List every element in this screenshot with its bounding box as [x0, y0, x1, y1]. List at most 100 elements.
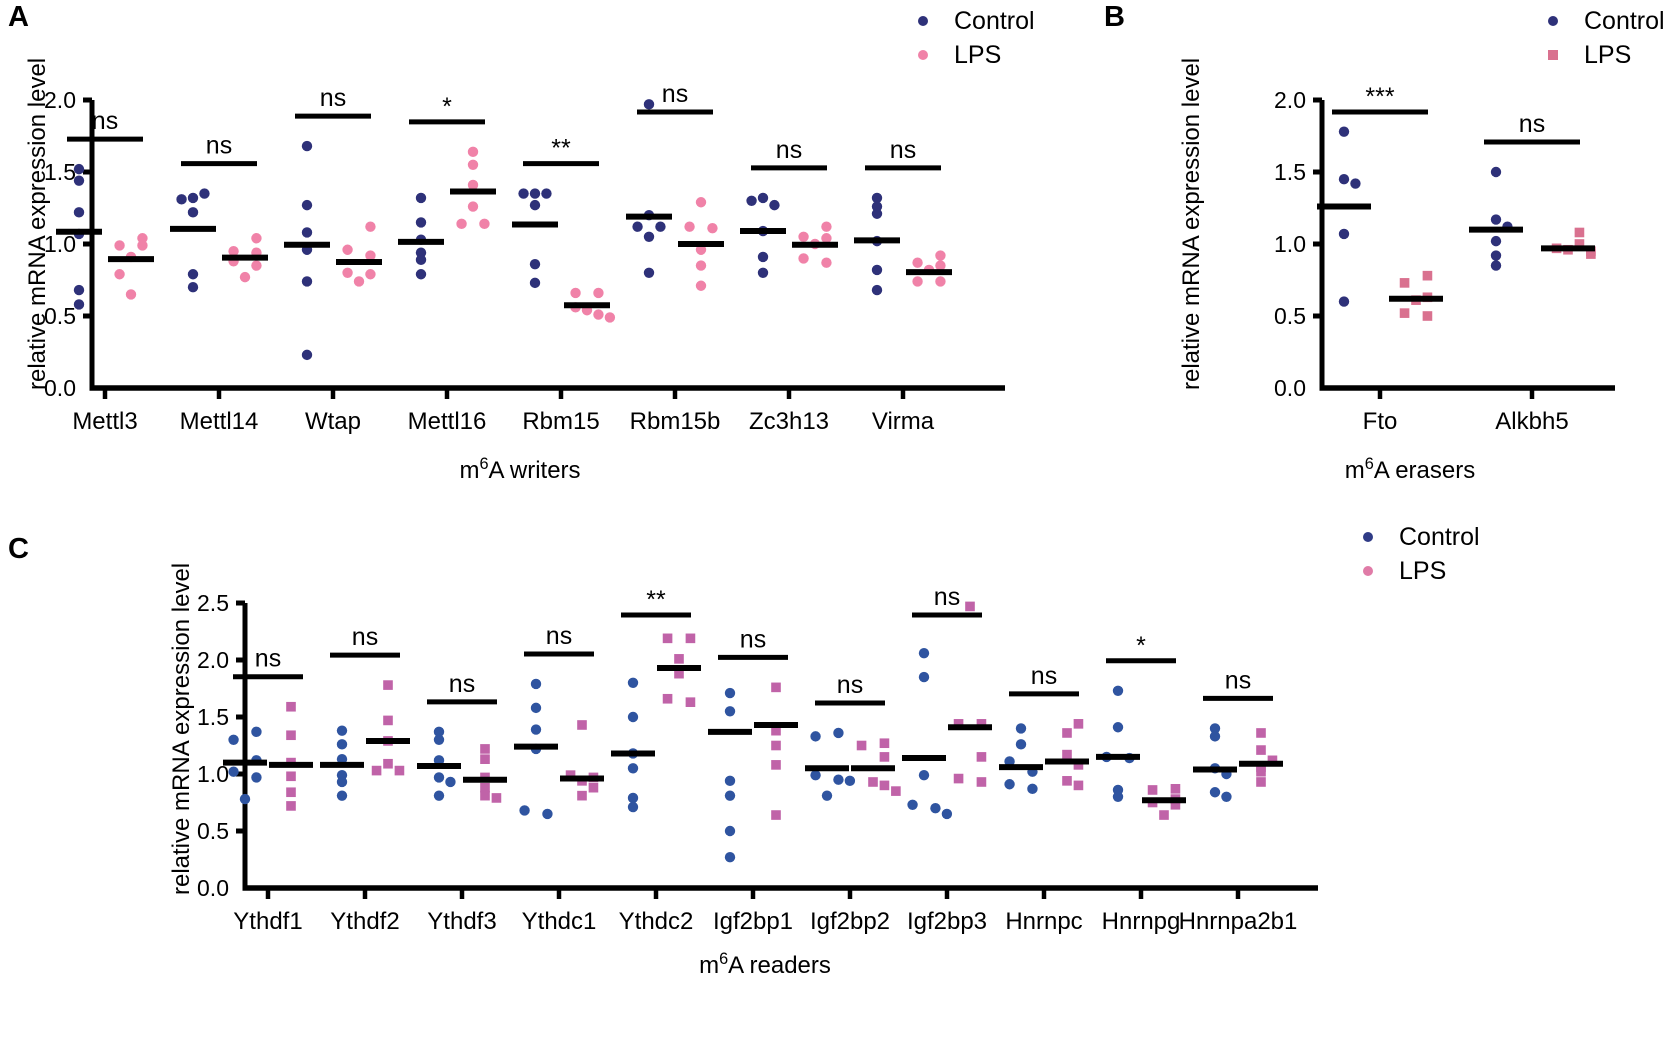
data-point — [821, 233, 832, 244]
data-point — [73, 163, 85, 175]
data-group — [854, 192, 900, 296]
data-group — [999, 723, 1043, 795]
data-point — [301, 276, 313, 287]
data-point — [73, 299, 85, 310]
x-axis-category-label: Ythdf3 — [427, 908, 496, 935]
data-point — [519, 805, 530, 816]
data-point — [1256, 728, 1266, 738]
data-point — [769, 199, 780, 211]
data-point — [643, 231, 655, 242]
data-point — [415, 217, 427, 228]
data-point — [1004, 756, 1015, 767]
data-point — [771, 740, 781, 751]
data-point — [251, 726, 262, 738]
panel-a-x-axis-label-sup: 6 — [479, 455, 489, 473]
data-point — [286, 771, 296, 782]
data-point — [833, 774, 844, 785]
panel-c-legend: Control LPS — [1345, 520, 1480, 588]
data-point — [1062, 749, 1072, 760]
panel-a-plot: 0.0 0.5 1.0 1.5 2.0 Mettl3 Mettl14 Wtap Mettl16 R… — [44, 80, 1005, 435]
data-point — [757, 251, 769, 263]
x-axis-category-label: Rbm15b — [630, 408, 721, 435]
data-point — [383, 758, 393, 769]
data-point — [685, 697, 696, 707]
data-point — [871, 201, 883, 212]
panel-a-x-axis-label-prefix: m — [459, 457, 480, 484]
y-axis-tick-label: 2.0 — [44, 87, 76, 113]
data-group — [708, 687, 752, 863]
significance-label: * — [1136, 632, 1146, 660]
panel-b-legend-row-lps: LPS — [1530, 38, 1665, 72]
data-group — [366, 680, 410, 776]
panel-c: C relative mRNA expression level 0.0 0.5 1… — [0, 510, 1673, 1053]
x-axis-category-label: Igf2bp1 — [713, 908, 793, 935]
data-group — [269, 701, 313, 811]
data-point — [685, 633, 696, 644]
x-axis-category-label: Mettl16 — [408, 408, 487, 435]
data-point — [415, 247, 427, 258]
significance-label: ns — [1519, 110, 1545, 138]
data-point — [798, 231, 809, 242]
data-group — [1389, 270, 1443, 321]
data-point — [467, 159, 479, 170]
data-point — [433, 726, 445, 738]
significance-label: ns — [890, 136, 916, 164]
legend-lps-marker-icon — [900, 50, 946, 60]
x-axis-category-label: Igf2bp3 — [907, 908, 987, 935]
data-point — [1574, 239, 1585, 249]
data-point — [912, 257, 923, 268]
data-point — [199, 188, 210, 199]
data-point — [342, 244, 353, 255]
panel-a-legend: Control LPS — [900, 4, 1035, 72]
significance-label: ** — [551, 135, 571, 163]
data-point — [1112, 685, 1124, 696]
data-point — [695, 280, 707, 291]
data-point — [627, 711, 639, 723]
data-point — [627, 801, 639, 813]
data-point — [662, 633, 673, 644]
data-point — [821, 790, 833, 801]
data-point — [588, 782, 599, 793]
data-group — [336, 221, 382, 287]
data-point — [433, 734, 445, 745]
data-group — [851, 738, 901, 796]
legend-control-marker-icon — [1345, 532, 1391, 542]
data-point — [530, 702, 542, 714]
data-point — [907, 799, 918, 810]
data-point — [1062, 728, 1072, 738]
data-point — [394, 765, 405, 776]
data-point — [724, 790, 736, 801]
data-group — [1045, 719, 1089, 791]
data-point — [918, 647, 930, 659]
data-group — [805, 727, 856, 801]
y-axis-tick-label: 2.0 — [1274, 87, 1306, 113]
data-point — [1073, 760, 1084, 770]
panel-c-legend-row-lps: LPS — [1345, 554, 1480, 588]
data-point — [301, 140, 313, 152]
data-point — [1073, 780, 1084, 791]
y-axis-tick-label: 0.0 — [197, 875, 229, 901]
data-group — [1096, 685, 1140, 802]
data-point — [239, 271, 251, 283]
data-group — [1239, 728, 1283, 787]
y-axis-tick-label: 0.5 — [197, 818, 229, 844]
significance-label: ns — [352, 623, 378, 651]
data-point — [643, 267, 655, 278]
data-point — [655, 221, 666, 232]
data-point — [941, 808, 953, 820]
data-point — [1112, 791, 1124, 802]
data-point — [239, 793, 251, 805]
significance-label: ns — [449, 670, 475, 698]
data-point — [251, 260, 262, 271]
data-group — [792, 221, 838, 268]
data-group — [1541, 227, 1596, 259]
x-axis-category-label: Igf2bp2 — [810, 908, 890, 935]
data-point — [935, 250, 946, 261]
data-point — [695, 244, 707, 255]
data-group — [463, 744, 507, 803]
data-point — [912, 276, 923, 287]
data-point — [73, 284, 85, 296]
panel-b-x-axis-label-suffix: A erasers — [1373, 457, 1476, 484]
data-point — [1490, 260, 1502, 271]
significance-label: ns — [546, 622, 572, 650]
